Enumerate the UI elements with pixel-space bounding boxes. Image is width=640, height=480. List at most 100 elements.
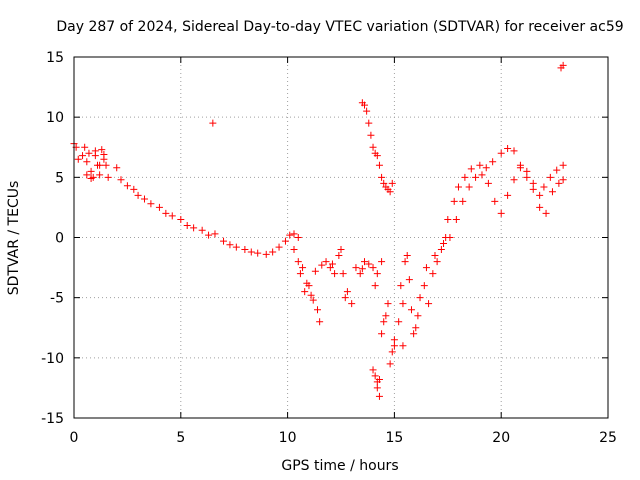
data-point <box>452 215 460 223</box>
data-point <box>367 131 375 139</box>
data-point <box>328 260 336 268</box>
data-point <box>190 224 198 232</box>
data-point <box>414 312 422 320</box>
data-point <box>412 324 420 332</box>
data-point <box>168 212 176 220</box>
data-point <box>309 296 317 304</box>
y-tick-label: -15 <box>41 411 64 427</box>
data-point <box>360 258 368 266</box>
data-point <box>410 330 418 338</box>
data-point <box>275 243 283 251</box>
y-tick-label: -5 <box>50 291 64 307</box>
data-point <box>510 147 518 155</box>
series <box>446 164 567 241</box>
y-tick-label: 10 <box>46 110 64 126</box>
series <box>209 119 217 127</box>
data-point <box>294 234 302 241</box>
data-point <box>232 243 240 251</box>
data-point <box>91 152 99 160</box>
data-point <box>559 61 567 69</box>
data-point <box>378 173 386 181</box>
data-point <box>318 261 326 269</box>
data-point <box>504 191 512 199</box>
chart-title: Day 287 of 2024, Sidereal Day-to-day VTE… <box>56 19 623 35</box>
data-point <box>388 348 396 356</box>
data-point <box>363 107 371 115</box>
data-point <box>335 252 343 260</box>
data-point <box>433 258 441 266</box>
series <box>369 300 398 400</box>
data-point <box>358 265 366 273</box>
y-tick-label: 0 <box>55 231 64 247</box>
data-point <box>416 294 424 302</box>
data-point <box>100 150 108 158</box>
data-point <box>331 270 339 278</box>
data-point <box>546 173 554 181</box>
series <box>444 144 567 223</box>
data-point <box>299 264 307 272</box>
data-point <box>102 161 110 169</box>
data-point <box>386 188 394 196</box>
data-point <box>356 270 364 278</box>
data-point <box>380 318 388 326</box>
data-point <box>371 282 379 290</box>
data-point <box>96 171 104 179</box>
data-point <box>542 209 550 217</box>
data-point <box>87 175 95 183</box>
data-point <box>241 246 249 254</box>
data-point <box>450 197 458 205</box>
data-point <box>548 188 556 196</box>
data-point <box>478 171 486 179</box>
data-point <box>290 246 298 254</box>
data-point <box>281 237 289 245</box>
data-point <box>425 300 433 308</box>
x-tick-label: 10 <box>279 430 297 446</box>
data-point <box>422 264 430 272</box>
data-point <box>360 101 368 109</box>
data-point <box>529 185 537 193</box>
data-point <box>220 237 228 245</box>
y-tick-label: 15 <box>46 50 64 66</box>
data-point <box>209 119 217 127</box>
data-point <box>454 183 462 191</box>
data-point <box>365 260 373 268</box>
data-point <box>420 282 428 290</box>
data-point <box>523 167 531 175</box>
data-point <box>405 276 413 284</box>
x-tick-label: 20 <box>492 430 510 446</box>
data-point <box>85 149 93 157</box>
data-point <box>369 143 377 151</box>
data-point <box>322 258 330 266</box>
data-point <box>536 191 544 199</box>
data-point <box>254 249 262 257</box>
data-points <box>70 61 567 400</box>
x-tick-label: 5 <box>176 430 185 446</box>
data-point <box>93 161 101 169</box>
plot-frame <box>73 56 609 419</box>
data-point <box>369 366 377 374</box>
data-point <box>104 173 112 181</box>
data-point <box>390 336 398 344</box>
data-point <box>226 241 234 249</box>
data-point <box>74 155 82 163</box>
data-point <box>311 267 319 275</box>
data-point <box>290 230 298 238</box>
x-tick-label: 0 <box>70 430 79 446</box>
data-point <box>369 264 377 272</box>
data-point <box>380 179 388 187</box>
data-point <box>205 231 213 239</box>
data-point <box>386 360 394 368</box>
data-point <box>83 158 91 166</box>
x-tick-label: 25 <box>599 430 617 446</box>
y-tick-label: -10 <box>41 351 64 367</box>
data-point <box>198 226 206 234</box>
data-point <box>497 209 505 217</box>
series <box>390 234 450 350</box>
data-point <box>497 149 505 157</box>
data-point <box>401 258 409 266</box>
data-point <box>388 179 396 187</box>
x-tick-label: 15 <box>385 430 403 446</box>
data-point <box>87 167 95 175</box>
x-axis-label: GPS time / hours <box>281 458 398 474</box>
data-point <box>339 270 347 278</box>
